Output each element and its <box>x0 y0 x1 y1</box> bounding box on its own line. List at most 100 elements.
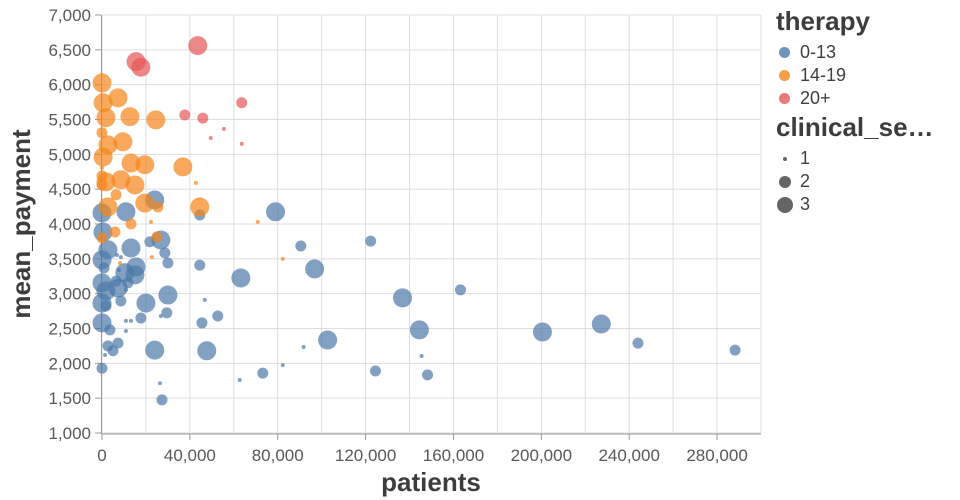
scatter-point <box>239 141 244 146</box>
size-item-3: 3 <box>777 193 958 216</box>
legend-swatch-0-13 <box>779 47 790 58</box>
scatter-point <box>208 135 213 140</box>
scatter-point <box>179 109 191 121</box>
scatter-point <box>148 219 153 224</box>
scatter-point <box>280 363 285 368</box>
scatter-point <box>591 314 611 334</box>
scatter-point <box>96 172 116 192</box>
size-swatch-2 <box>779 175 791 188</box>
legend-item-20plus: 20+ <box>779 87 958 110</box>
scatter-point <box>135 312 147 324</box>
scatter-point <box>98 262 110 274</box>
scatter-point <box>156 394 168 406</box>
scatter-point <box>632 337 644 349</box>
scatter-point <box>729 344 741 356</box>
scatter-point <box>236 97 248 109</box>
scatter-point <box>193 180 198 185</box>
scatter-point <box>231 268 251 288</box>
scatter-point <box>107 345 119 357</box>
scatter-point <box>118 255 123 260</box>
y-axis-title: mean_payment <box>6 129 36 319</box>
scatter-point <box>121 238 141 258</box>
y-tick-label: 5,000 <box>48 145 91 164</box>
legend: therapy 0-13 14-19 20+ clinical_se… 1 2 … <box>776 4 958 216</box>
scatter-point <box>123 287 128 292</box>
scatter-point <box>212 310 224 322</box>
scatter-point <box>409 320 429 340</box>
scatter-point <box>116 267 121 272</box>
y-tick-label: 4,500 <box>48 180 91 199</box>
scatter-point <box>149 255 154 260</box>
scatter-point <box>125 218 137 230</box>
scatter-point <box>157 381 162 386</box>
legend-label: 20+ <box>800 88 831 108</box>
x-tick-label: 200,000 <box>511 446 572 465</box>
y-tick-label: 1,000 <box>48 424 91 443</box>
scatter-point <box>96 362 108 374</box>
scatter-point <box>131 57 151 77</box>
size-item-1: 1 <box>779 147 958 170</box>
scatter-point <box>257 367 269 379</box>
y-tick-label: 5,500 <box>48 111 91 130</box>
scatter-point <box>93 93 113 113</box>
size-legend-title: clinical_se… <box>776 112 934 142</box>
scatter-point <box>121 153 141 173</box>
scatter-point <box>393 288 413 308</box>
scatter-point <box>136 293 156 313</box>
scatter-point <box>188 36 208 56</box>
scatter-point <box>305 259 325 279</box>
x-tick-label: 240,000 <box>598 446 659 465</box>
legend-item-14-19: 14-19 <box>779 64 958 87</box>
scatter-point <box>190 197 210 217</box>
scatter-point <box>110 189 122 201</box>
scatter-point <box>318 330 338 350</box>
scatter-point <box>419 354 424 359</box>
x-tick-label: 280,000 <box>686 446 747 465</box>
scatter-point <box>301 344 306 349</box>
scatter-point <box>161 307 173 319</box>
scatter-point <box>162 257 174 269</box>
legend-label: 0-13 <box>800 42 837 62</box>
scatter-point <box>96 127 108 139</box>
scatter-point <box>123 318 128 323</box>
scatter-point <box>96 108 116 128</box>
y-tick-label: 3,000 <box>48 285 91 304</box>
scatter-point <box>197 112 209 124</box>
scatter-point <box>280 256 285 261</box>
scatter-point <box>100 165 104 170</box>
x-tick-label: 120,000 <box>335 446 396 465</box>
scatter-point <box>128 318 133 323</box>
scatter-point <box>100 300 112 312</box>
legend-swatch-20plus <box>779 93 790 104</box>
scatter-point <box>152 201 164 213</box>
scatter-point <box>422 369 434 381</box>
y-tick-label: 6,000 <box>48 76 91 95</box>
scatter-point <box>197 341 217 361</box>
scatter-point <box>110 275 122 287</box>
y-tick-label: 6,500 <box>48 41 91 60</box>
scatter-point <box>369 365 381 377</box>
scatter-point <box>118 261 123 266</box>
scatter-point <box>103 352 108 357</box>
scatter-point <box>221 126 226 131</box>
scatter-point <box>158 285 178 305</box>
y-tick-label: 3,500 <box>48 250 91 269</box>
x-axis-title: patients <box>381 467 481 497</box>
scatter-point <box>159 247 171 259</box>
y-tick-label: 4,000 <box>48 215 91 234</box>
scatter-point <box>196 317 208 329</box>
scatter-point <box>365 235 377 247</box>
y-tick-label: 2,500 <box>48 320 91 339</box>
y-tick-label: 1,500 <box>48 389 91 408</box>
scatter-point <box>145 340 165 360</box>
scatter-point <box>158 313 163 318</box>
scatter-point <box>454 284 466 296</box>
y-tick-label: 2,000 <box>48 354 91 373</box>
scatter-point <box>266 202 286 222</box>
scatter-point <box>93 147 113 167</box>
legend-swatch-14-19 <box>779 70 790 81</box>
scatter-point <box>96 232 108 244</box>
scatter-point <box>135 193 155 213</box>
